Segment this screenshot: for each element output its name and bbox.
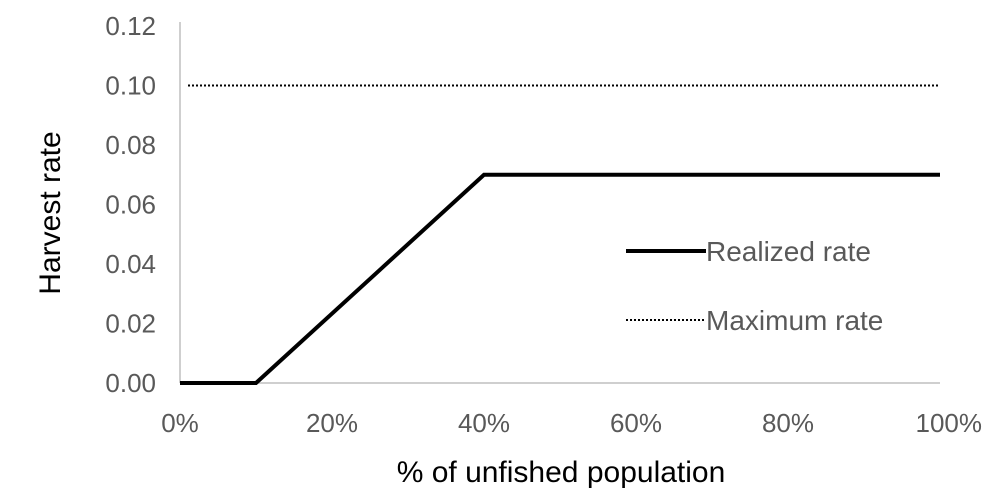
x-tick-label: 80% <box>762 408 814 438</box>
y-tick-label: 0.00 <box>105 368 156 398</box>
y-tick-label: 0.02 <box>105 309 156 339</box>
x-tick-label: 100% <box>916 408 983 438</box>
x-tick-label: 60% <box>610 408 662 438</box>
y-tick-label: 0.10 <box>105 71 156 101</box>
y-tick-label: 0.12 <box>105 11 156 41</box>
legend-label-maximum-rate: Maximum rate <box>706 305 883 336</box>
series-lines <box>180 84 940 385</box>
x-tick-label: 40% <box>458 408 510 438</box>
x-axis-title: % of unfished population <box>397 456 726 489</box>
x-tick-label: 0% <box>161 408 199 438</box>
legend: Realized rate Maximum rate <box>626 236 883 336</box>
legend-label-realized-rate: Realized rate <box>706 236 871 267</box>
y-axis-tick-labels: 0.00 0.02 0.04 0.06 0.08 0.10 0.12 <box>105 11 156 398</box>
realized-rate-line <box>180 172 940 385</box>
x-axis-tick-labels: 0% 20% 40% 60% 80% 100% <box>161 408 982 438</box>
y-axis-title: Harvest rate <box>34 131 67 294</box>
y-tick-label: 0.08 <box>105 130 156 160</box>
y-tick-label: 0.04 <box>105 249 156 279</box>
x-tick-label: 20% <box>306 408 358 438</box>
plot-area <box>179 22 940 384</box>
y-tick-label: 0.06 <box>105 190 156 220</box>
